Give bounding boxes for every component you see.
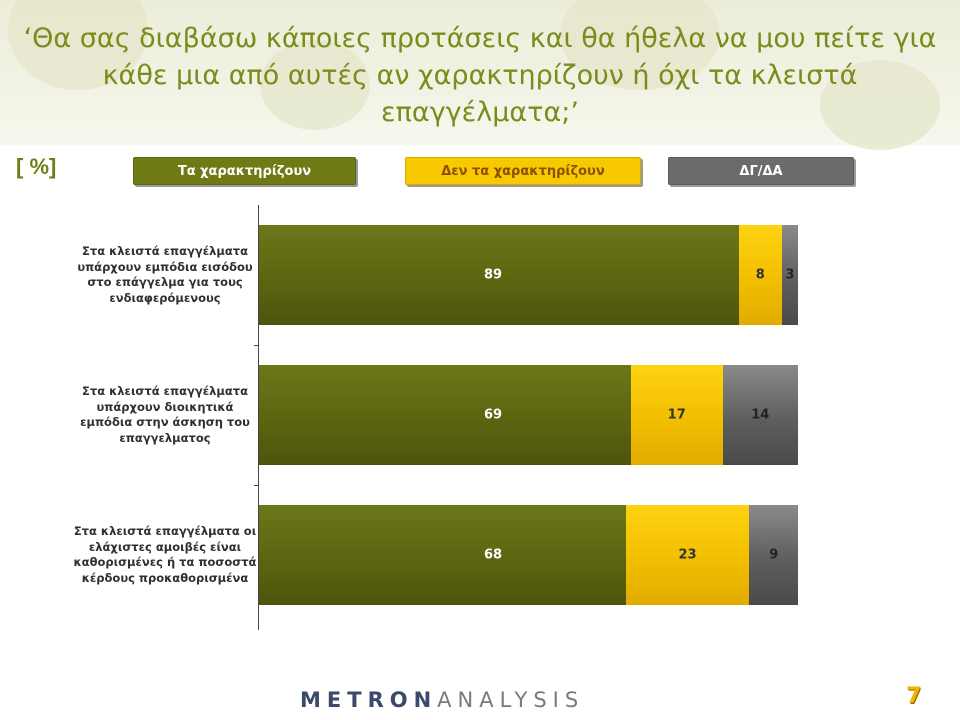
data-label: 8 (755, 267, 765, 283)
legend-item-dk: ΔΓ/ΔΑ (668, 157, 854, 185)
puzzle-decoration (560, 0, 720, 90)
category-label: Στα κλειστά επαγγέλματα υπάρχουν διοικητ… (80, 384, 250, 445)
data-label: 89 (484, 267, 503, 283)
data-label: 17 (667, 407, 686, 423)
bar-row: 89 8 3 (259, 225, 798, 325)
metron-analysis-logo: METRON ANALYSIS (300, 688, 660, 712)
bar-row: 69 17 14 (259, 365, 798, 465)
axis-tick (254, 345, 259, 346)
bar-row: 68 23 9 (259, 505, 798, 605)
page-title: ‘Θα σας διαβάσω κάποιες προτάσεις και θα… (23, 23, 937, 128)
logo-metron-text: METRON (300, 688, 438, 712)
puzzle-decoration (260, 40, 370, 130)
data-label: 23 (678, 547, 697, 563)
bar-segment-no: 17 (630, 365, 723, 465)
logo-analysis-text: ANALYSIS (437, 688, 585, 712)
bar-segment-yes: 89 (259, 225, 739, 325)
unit-label: [ %] (16, 154, 57, 179)
legend-item-no: Δεν τα χαρακτηρίζουν (405, 157, 641, 185)
category-label: Στα κλειστά επαγγέλματα υπάρχουν εμπόδια… (77, 244, 253, 305)
data-label: 3 (785, 267, 795, 283)
data-label: 9 (769, 547, 779, 563)
data-label: 14 (751, 407, 770, 423)
header-background (0, 0, 960, 150)
category-axis (258, 205, 259, 630)
axis-tick (254, 485, 259, 486)
bar-segment-no: 23 (625, 505, 750, 605)
legend-item-yes: Τα χαρακτηρίζουν (133, 157, 356, 185)
data-label: 69 (484, 407, 503, 423)
bar-segment-yes: 68 (259, 505, 626, 605)
page-number: 7 (906, 684, 922, 709)
bar-segment-yes: 69 (259, 365, 631, 465)
puzzle-decoration (820, 60, 940, 150)
data-label: 68 (484, 547, 503, 563)
bar-segment-dk: 9 (749, 505, 798, 605)
bar-segment-dk: 14 (722, 365, 798, 465)
category-label: Στα κλειστά επαγγέλματα οι ελάχιστες αμο… (73, 524, 257, 585)
bar-segment-dk: 3 (781, 225, 798, 325)
bar-segment-no: 8 (738, 225, 782, 325)
